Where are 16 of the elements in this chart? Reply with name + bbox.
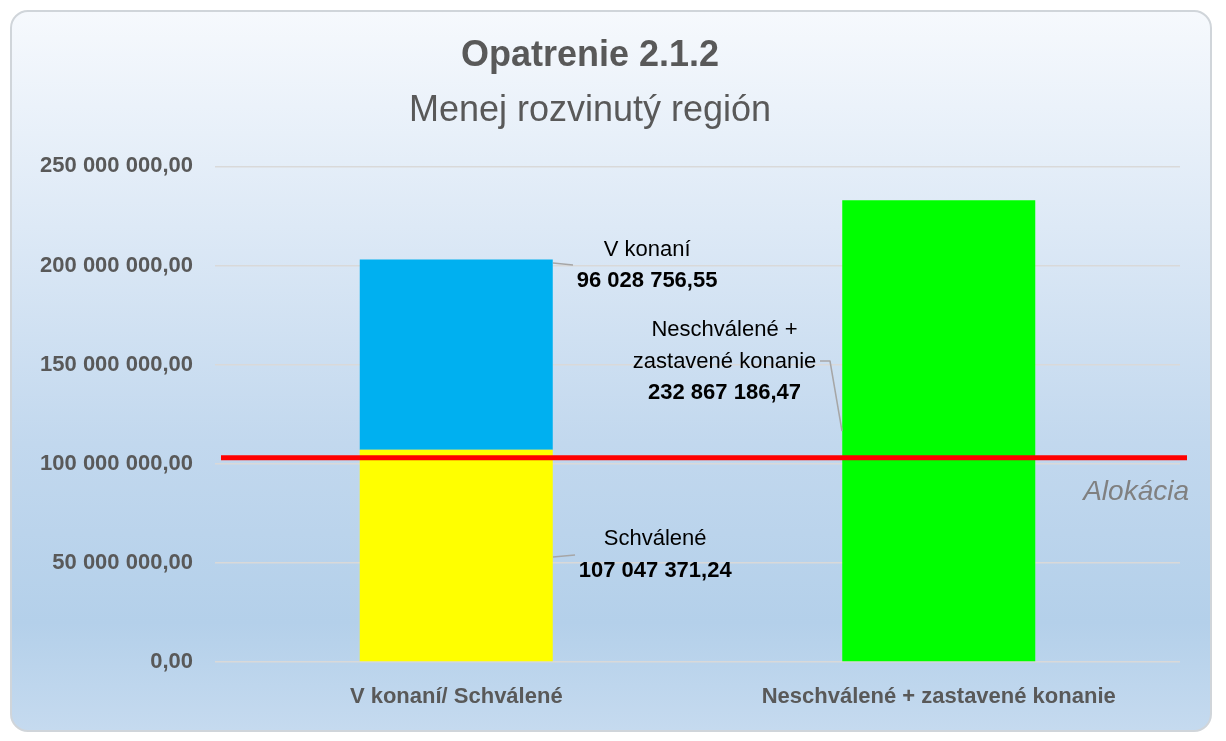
series-label: Neschválené + zastavené konanie: [632, 316, 817, 373]
chart-title: Opatrenie 2.1.2: [460, 32, 720, 74]
ref-line-label: Alokácia: [1081, 474, 1189, 506]
data-label: 107 047 371,24: [578, 556, 733, 582]
data-label: 96 028 756,55: [576, 267, 718, 293]
y-tick-label: 200 000 000,00: [40, 251, 193, 277]
y-tick-label: 0,00: [150, 648, 193, 674]
y-tick-label: 250 000 000,00: [40, 152, 193, 178]
data-label: 232 867 186,47: [648, 379, 801, 405]
x-tick-label: V konaní/ Schválené: [349, 683, 563, 709]
y-tick-label: 150 000 000,00: [40, 350, 193, 376]
chart-subtitle: Menej rozvinutý región: [408, 87, 772, 129]
text: V konaní: [603, 235, 691, 261]
y-tick-label: 50 000 000,00: [52, 548, 193, 574]
text: Schválené: [603, 525, 707, 551]
y-tick-label: 100 000 000,00: [40, 449, 193, 475]
